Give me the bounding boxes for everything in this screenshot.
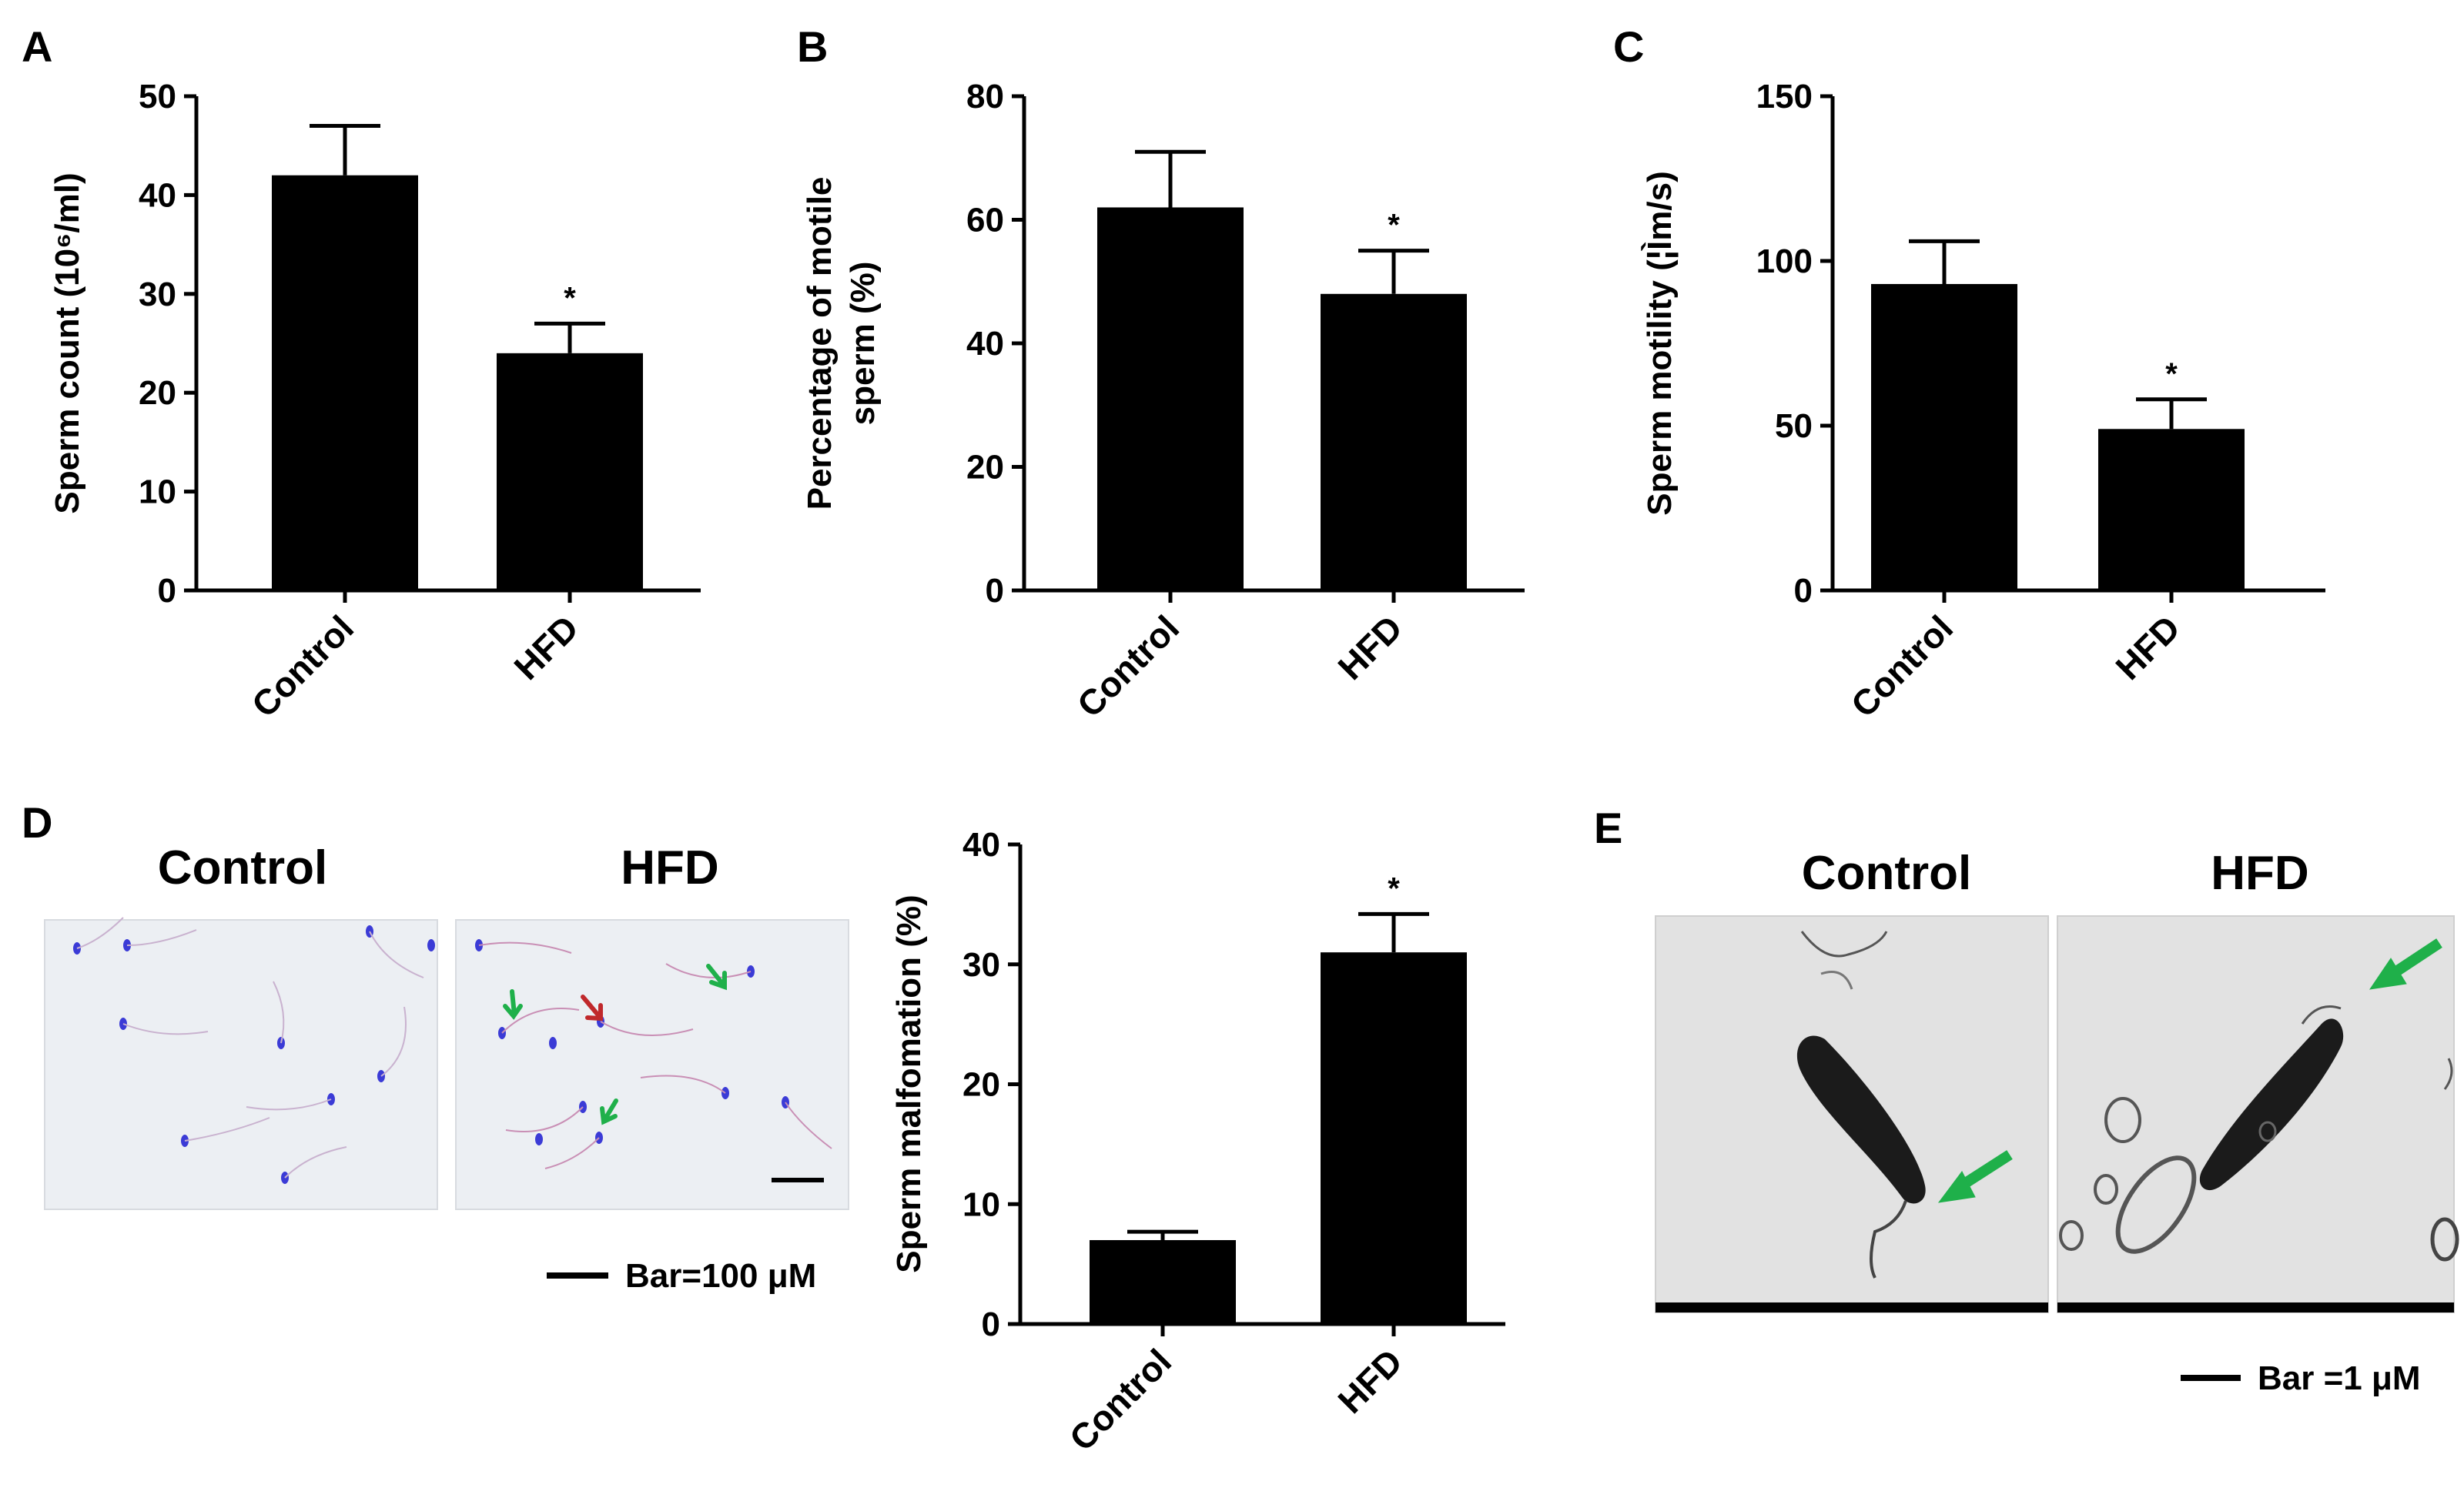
c-y-tick-label: 150 [1756,78,1813,115]
b-category-label: HFD [1330,607,1410,687]
e-hfd-scale-strip [2057,1302,2454,1312]
chart-b: 0 20 40 60 80 Percentage of motile sperm (%) Co… [801,78,1525,725]
d-hfd-red-arrow [581,995,603,1022]
a-significance-mark: * [564,281,576,315]
e-hfd-sperm-head [2199,1018,2344,1191]
b-y-tick-label: 20 [966,449,1004,487]
b-y-tick-label: 60 [966,202,1004,239]
a-y-tick-label: 40 [139,176,176,214]
a-y-axis-title-line: Sperm count (10⁶/ml) [49,172,86,513]
d-y-tick-label: 40 [962,826,1000,864]
c-y-axis-title-line: Sperm motility (¦Ìm/s) [1640,171,1679,516]
panel-letter-c: C [1613,22,1644,71]
d-hfd-green-arrows [503,964,727,1125]
b-significance-mark: * [1388,209,1400,242]
d-significance-mark: * [1388,871,1400,905]
c-y-tick-label: 100 [1756,242,1813,280]
e-hfd-green-arrow [2369,938,2442,990]
e-control-tem [1655,915,2049,1313]
c-y-tick-label: 50 [1775,407,1813,445]
e-control-title: Control [1802,847,1971,900]
d-bar-control [1090,1239,1236,1324]
a-y-tick-label: 0 [158,572,176,610]
panel-letter-b: B [797,22,828,71]
a-category-label: HFD [506,607,586,687]
d-scale-legend-label: Bar=100 μM [625,1257,816,1295]
a-category-label: Control [244,607,361,724]
b-y-axis-title-line: sperm (%) [844,262,882,426]
c-y-axis-title: Sperm motility (¦Ìm/s) [1640,171,1679,516]
chart-d: 0 10 20 30 40 Sperm malfomation (%) Control * HF… [890,826,1505,1459]
b-y-tick-label: 80 [966,78,1004,115]
e-control-sperm-head [1796,1035,1926,1204]
e-scale-legend-label: Bar =1 μM [2258,1359,2421,1397]
d-y-axis-title: Sperm malfomation (%) [890,894,928,1272]
a-y-tick-label: 10 [139,473,176,511]
d-category-label: HFD [1330,1341,1410,1421]
e-hfd-title: HFD [2211,847,2308,900]
chart-c: 0 50 100 150 Sperm motility (¦Ìm/s) Control * H… [1640,78,2325,725]
b-bar-control [1097,207,1244,590]
c-significance-mark: * [2165,357,2178,391]
c-y-tick-label: 0 [1794,572,1813,610]
d-control-title: Control [158,841,327,894]
c-category-label: Control [1843,607,1960,724]
d-y-tick-label: 10 [962,1185,1000,1223]
a-y-axis-title: Sperm count (10⁶/ml) [49,172,86,513]
a-y-tick-label: 20 [139,374,176,412]
a-y-tick-label: 30 [139,276,176,313]
e-hfd-tem [2057,915,2459,1313]
d-hfd-sperm-tails [478,941,832,1169]
e-control-green-arrow [1937,1150,2013,1203]
b-y-axis-title-line: Percentage of motile [801,177,839,510]
d-hfd-micrograph [455,919,849,1210]
d-control-micrograph [44,917,438,1210]
d-bar-hfd [1321,952,1467,1324]
a-bar-control [272,175,418,591]
b-y-axis-title: Percentage of motile sperm (%) [801,177,882,510]
d-y-tick-label: 30 [962,946,1000,984]
d-y-tick-label: 20 [962,1066,1000,1104]
b-bar-hfd [1321,293,1467,590]
c-bar-control [1871,283,2017,590]
d-category-label: Control [1062,1341,1179,1458]
panel-letter-e: E [1594,804,1622,852]
panel-letter-a: A [22,22,52,71]
b-category-label: Control [1070,607,1187,724]
c-bar-hfd [2098,429,2245,590]
d-y-axis-title-line: Sperm malfomation (%) [890,894,928,1272]
c-category-label: HFD [2107,607,2188,687]
a-bar-hfd [497,353,643,590]
chart-a: 0 10 20 30 40 50 Sperm count (10⁶/ml) Control * H… [49,78,701,725]
d-control-sperm-tails [76,917,424,1179]
b-y-tick-label: 0 [986,572,1004,610]
panel-letter-d: D [22,798,52,847]
d-hfd-title: HFD [621,841,718,894]
d-y-tick-label: 0 [982,1306,1000,1343]
a-y-tick-label: 50 [139,78,176,115]
b-y-tick-label: 40 [966,325,1004,363]
e-control-scale-strip [1656,1302,2048,1312]
